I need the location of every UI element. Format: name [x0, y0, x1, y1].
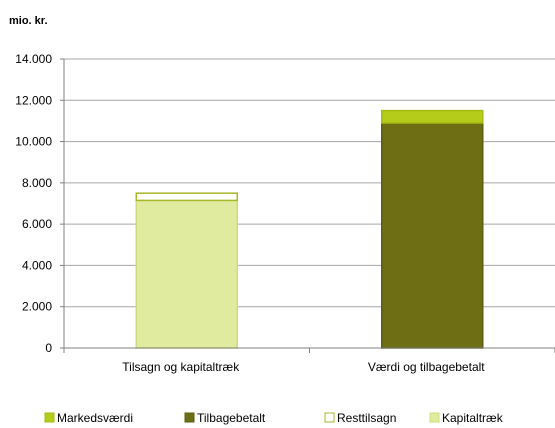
y-tick-label: 14.000 [15, 52, 52, 66]
y-tick-label: 0 [45, 341, 52, 355]
category-label: Tilsagn og kapitaltræk [122, 360, 240, 374]
y-tick-label: 12.000 [15, 93, 52, 107]
y-tick-label: 8.000 [22, 176, 52, 190]
y-unit-label: mio. kr. [9, 15, 48, 27]
legend-label: Markedsværdi [57, 411, 133, 425]
legend-swatch [44, 412, 55, 423]
axes [60, 58, 555, 353]
legend-label: Kapitaltræk [442, 411, 504, 425]
bar-segment-tilbagebetalt [381, 122, 484, 349]
y-tick-labels: 0 2.000 4.000 6.000 8.000 10.000 12.000 14.000 [15, 52, 52, 355]
y-tick-label: 10.000 [15, 135, 52, 149]
legend-swatch [429, 412, 440, 423]
bar-segment-markedsværdi [381, 109, 484, 124]
y-tick-label: 6.000 [22, 217, 52, 231]
bar-segment-kapitaltræk [135, 199, 238, 349]
legend-label: Resttilsagn [337, 411, 396, 425]
y-tick-label: 2.000 [22, 300, 52, 314]
bar-segment-resttilsagn [135, 192, 238, 202]
category-label: Værdi og tilbagebetalt [368, 360, 485, 374]
y-tick-label: 4.000 [22, 258, 52, 272]
legend: Markedsværdi Tilbagebetalt Resttilsagn Kapi… [44, 411, 504, 425]
legend-swatch [184, 412, 195, 423]
bars [135, 109, 484, 349]
legend-label: Tilbagebetalt [197, 411, 266, 425]
category-labels: Tilsagn og kapitaltræk Værdi og tilbagebe… [122, 360, 485, 374]
legend-swatch [324, 412, 335, 423]
